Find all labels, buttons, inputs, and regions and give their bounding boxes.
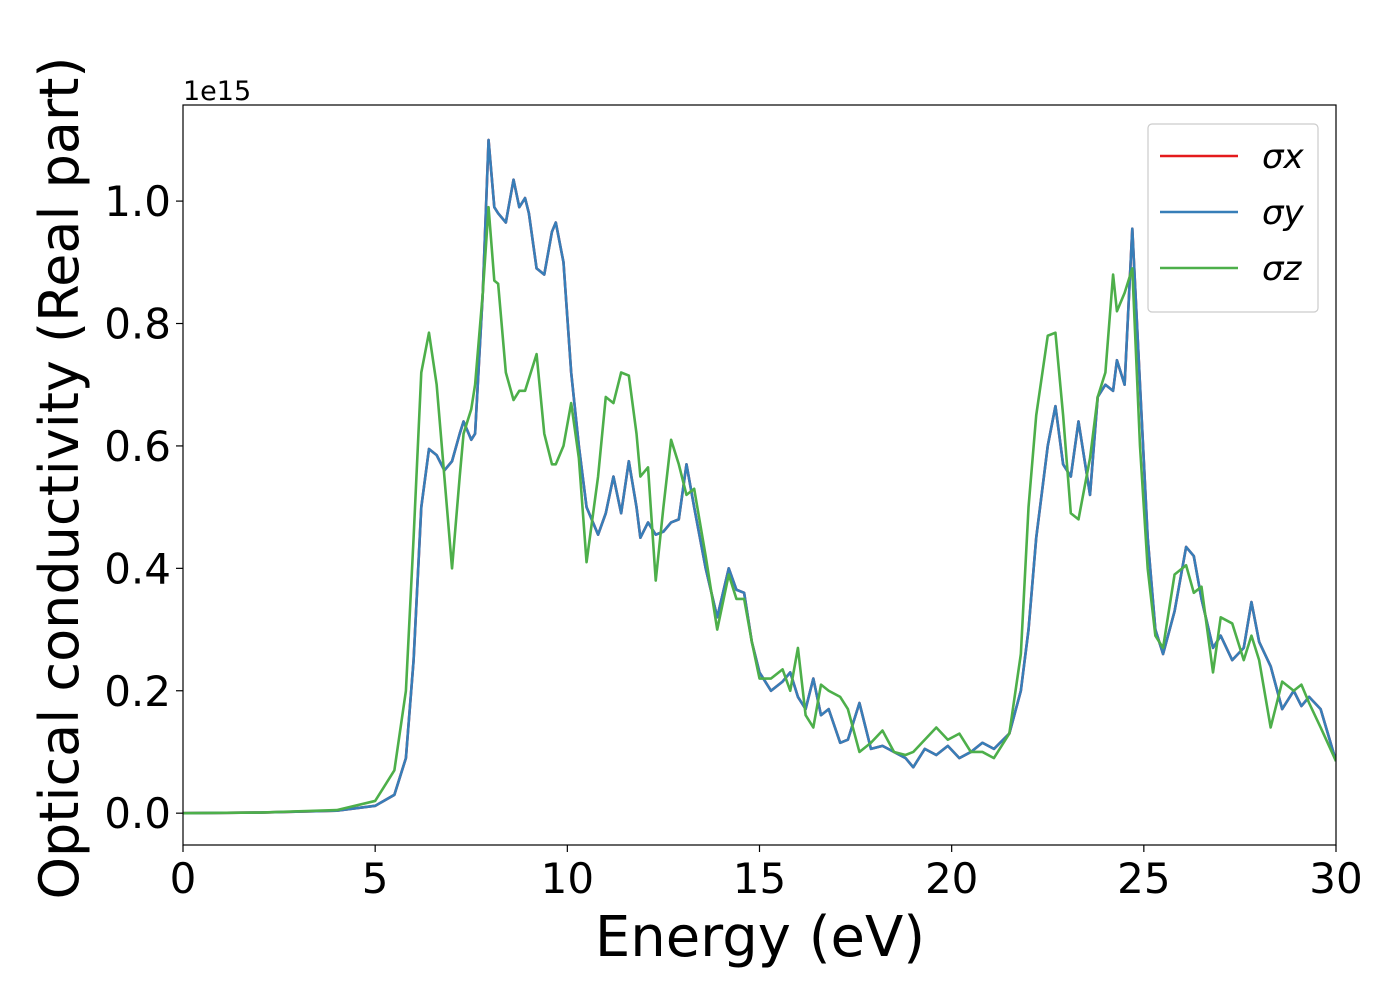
legend-box (1147, 123, 1319, 313)
x-tick-label: 15 (733, 854, 786, 903)
x-tick-label: 0 (170, 854, 197, 903)
y-tick-label: 0.2 (104, 667, 171, 716)
plot-lines (183, 138, 1336, 815)
x-tick-label: 5 (362, 854, 389, 903)
y-tick-label: 0.6 (104, 422, 171, 471)
x-tick-label: 20 (925, 854, 978, 903)
series-line (183, 205, 1336, 815)
x-tick-label: 30 (1309, 854, 1362, 903)
x-tick-label: 10 (541, 854, 594, 903)
y-tick-label: 0.4 (104, 544, 171, 593)
legend-label: σy (1262, 193, 1305, 233)
x-tick-label: 25 (1117, 854, 1170, 903)
y-tick-label: 0.0 (104, 789, 171, 838)
plot-frame (182, 104, 1337, 846)
offset-label: 1e15 (183, 76, 251, 107)
legend-label: σx (1262, 137, 1305, 177)
y-tick-label: 1.0 (104, 177, 171, 226)
legend-label: σz (1262, 249, 1303, 289)
x-axis-label: Energy (eV) (595, 905, 925, 970)
y-axis-label: Optical conductivity (Real part) (28, 57, 91, 900)
series-line (183, 138, 1336, 815)
y-tick-label: 0.8 (104, 300, 171, 349)
